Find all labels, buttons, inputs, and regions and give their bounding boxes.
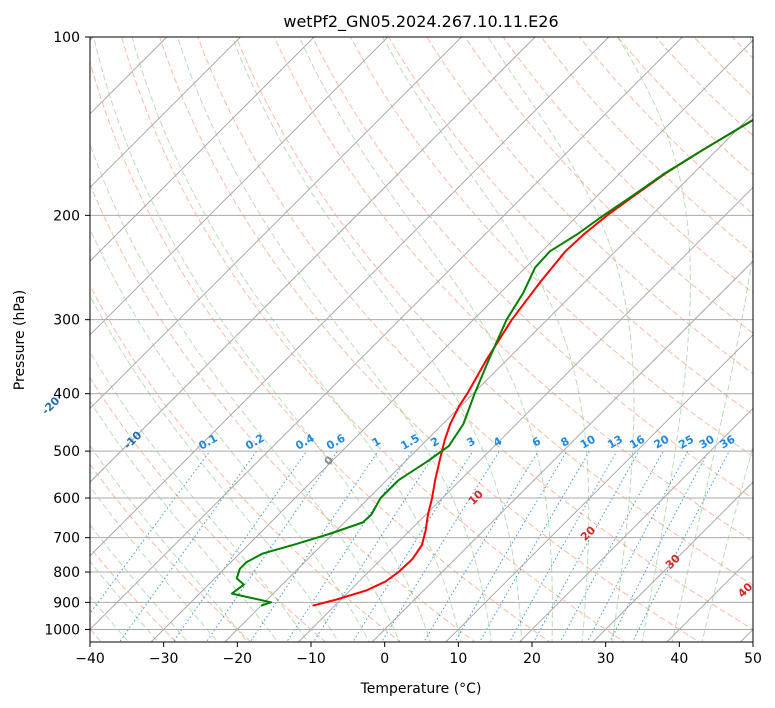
x-tick-label: 30 <box>597 651 615 667</box>
x-tick-label: −20 <box>223 651 253 667</box>
moist-adiabat-line <box>90 524 189 642</box>
moist-adiabat-line <box>90 227 370 642</box>
dry-adiabat-line <box>426 37 753 375</box>
isotherm-line <box>90 37 610 557</box>
isotherm-line <box>90 37 389 336</box>
dry-adiabat-line <box>159 37 701 642</box>
dry-adiabat-line <box>350 37 753 457</box>
moist-adiabat-line <box>617 37 691 642</box>
plot-frame <box>89 36 754 643</box>
dry-adiabat-line <box>311 37 753 500</box>
chart-title: wetPf2_GN05.2024.267.10.11.E26 <box>283 12 558 32</box>
dry-adiabat-line <box>121 37 626 642</box>
isotherm-line <box>90 37 536 483</box>
x-tick-label: 0 <box>380 651 389 667</box>
y-tick-label: 200 <box>53 208 80 224</box>
x-tick-label: 40 <box>670 651 688 667</box>
moist-adiabat-line <box>90 142 401 642</box>
x-tick-label: −40 <box>75 651 105 667</box>
dry-adiabat-line <box>90 182 476 642</box>
isotherm-line <box>592 481 753 642</box>
moist-adiabat-line <box>487 37 635 642</box>
moist-adiabat-line <box>93 37 431 642</box>
dry-adiabat-line <box>273 37 753 543</box>
isotherm-line <box>445 334 753 642</box>
dry-adiabat-line <box>235 37 753 586</box>
dry-adiabat-line <box>90 284 402 642</box>
x-tick-label: 10 <box>449 651 467 667</box>
moist-adiabat-line <box>298 37 553 642</box>
isotherm-line <box>150 39 753 642</box>
isotherm-line <box>90 37 315 262</box>
y-tick-label: 500 <box>53 444 80 460</box>
y-tick-label: 100 <box>53 30 80 46</box>
isotherm-line <box>90 37 241 189</box>
dry-adiabat-line <box>90 60 551 642</box>
moist-adiabat-line <box>90 596 130 642</box>
moist-adiabat-line <box>176 37 492 642</box>
y-tick-label: 600 <box>53 491 80 507</box>
y-tick-label: 700 <box>53 531 80 547</box>
dry-adiabat-line <box>502 37 753 294</box>
y-axis-label: Pressure (hPa) <box>12 290 28 390</box>
moist-adiabat-line <box>231 37 523 642</box>
y-tick-label: 900 <box>53 595 80 611</box>
dry-adiabat-line <box>388 37 753 416</box>
y-tick-label: 1000 <box>44 622 80 638</box>
dry-adiabat-line <box>616 37 753 176</box>
dry-adiabat-line <box>90 463 252 642</box>
dry-adiabat-line <box>90 376 327 642</box>
moist-adiabat-line <box>90 444 249 642</box>
dewpoint-profile-line <box>230 118 753 607</box>
isotherm-grid <box>90 37 753 642</box>
y-tick-label: 300 <box>53 313 80 329</box>
x-tick-label: −30 <box>149 651 179 667</box>
isotherm-line <box>224 113 753 642</box>
isobar-grid <box>90 37 753 630</box>
moist-adiabat-line <box>382 37 590 642</box>
isotherm-line <box>371 260 753 642</box>
isotherm-line <box>90 37 462 410</box>
moist-adiabat-line <box>90 294 340 642</box>
y-tick-label: 800 <box>53 565 80 581</box>
isotherm-line <box>298 186 753 642</box>
dry-adiabat-line <box>540 37 753 254</box>
axis-ticks: −40 −30 −20 −10 0 10 20 30 40 50 100 200 300 400 500 60… <box>44 30 762 667</box>
moist-adiabat-line <box>90 400 279 642</box>
moist-adiabat-line <box>90 485 219 642</box>
y-tick-label: 400 <box>53 387 80 403</box>
profile-series <box>230 118 753 607</box>
dry-adiabat-line <box>197 37 753 631</box>
x-tick-label: −10 <box>296 651 326 667</box>
moist-adiabat-line <box>90 351 309 642</box>
moist-adiabat-line <box>701 444 753 642</box>
x-axis-label: Temperature (°C) <box>360 681 482 697</box>
moist-adiabat-line <box>90 560 159 642</box>
isotherm-line <box>519 407 753 642</box>
x-tick-label: 20 <box>523 651 541 667</box>
x-tick-label: 50 <box>744 651 762 667</box>
isotherm-line <box>90 37 683 631</box>
